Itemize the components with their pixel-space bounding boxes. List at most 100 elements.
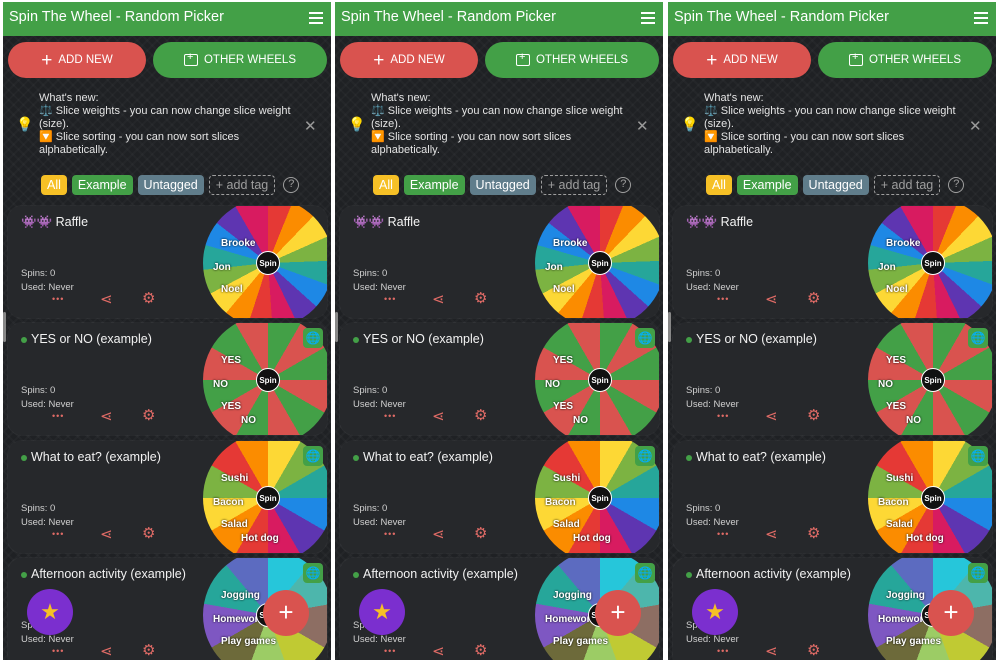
spin-button[interactable]: Spin xyxy=(921,486,945,510)
help-icon[interactable]: ? xyxy=(283,177,300,193)
add-new-button[interactable]: + ADD NEW xyxy=(8,42,146,78)
add-new-button[interactable]: + ADD NEW xyxy=(340,42,478,78)
add-tag-button[interactable]: + add tag xyxy=(873,175,941,195)
add-tag-button[interactable]: + add tag xyxy=(540,175,608,195)
other-wheels-button[interactable]: OTHER WHEELS xyxy=(818,42,992,78)
wheel-card[interactable]: YES or NO (example) Spins: 0 Used: Never ••… xyxy=(673,323,992,435)
help-icon[interactable]: ? xyxy=(948,177,965,193)
hamburger-icon[interactable] xyxy=(641,12,655,24)
spin-button[interactable]: Spin xyxy=(588,251,612,275)
help-icon[interactable]: ? xyxy=(615,177,632,193)
globe-icon[interactable]: 🌐 xyxy=(968,328,988,348)
spin-button[interactable]: Spin xyxy=(256,251,280,275)
more-icon[interactable]: ••• xyxy=(52,294,65,304)
globe-icon[interactable]: 🌐 xyxy=(303,328,323,348)
more-icon[interactable]: ••• xyxy=(52,411,65,421)
gear-icon[interactable]: ⚙ xyxy=(142,407,156,424)
wheel-preview[interactable]: YES NO YES NO Spin xyxy=(535,323,659,435)
globe-icon[interactable]: 🌐 xyxy=(303,446,323,466)
wheel-preview[interactable]: Brooke Jon Noel Spin xyxy=(868,206,992,318)
wheel-card[interactable]: 👾👾 Raffle Spins: 0 Used: Never ••• ⋖ ⚙ Brooke J… xyxy=(8,206,327,318)
more-icon[interactable]: ••• xyxy=(384,646,397,656)
wheel-card[interactable]: What to eat? (example) Spins: 0 Used: Neve… xyxy=(673,441,992,553)
favorite-fab[interactable]: ★ xyxy=(359,589,405,635)
wheel-card[interactable]: YES or NO (example) Spins: 0 Used: Never ••… xyxy=(340,323,659,435)
hamburger-icon[interactable] xyxy=(309,12,323,24)
add-tag-button[interactable]: + add tag xyxy=(208,175,276,195)
wheel-card[interactable]: YES or NO (example) Spins: 0 Used: Never ••… xyxy=(8,323,327,435)
share-icon[interactable]: ⋖ xyxy=(432,526,445,543)
tag-all[interactable]: All xyxy=(373,175,399,195)
tag-all[interactable]: All xyxy=(41,175,67,195)
share-icon[interactable]: ⋖ xyxy=(432,643,445,660)
spin-button[interactable]: Spin xyxy=(921,251,945,275)
globe-icon[interactable]: 🌐 xyxy=(635,328,655,348)
gear-icon[interactable]: ⚙ xyxy=(474,642,488,659)
tag-all[interactable]: All xyxy=(706,175,732,195)
create-wheel-fab[interactable]: + xyxy=(928,590,974,636)
globe-icon[interactable]: 🌐 xyxy=(968,563,988,583)
share-icon[interactable]: ⋖ xyxy=(432,408,445,425)
gear-icon[interactable]: ⚙ xyxy=(807,642,821,659)
more-icon[interactable]: ••• xyxy=(384,411,397,421)
gear-icon[interactable]: ⚙ xyxy=(142,642,156,659)
favorite-fab[interactable]: ★ xyxy=(692,589,738,635)
globe-icon[interactable]: 🌐 xyxy=(968,446,988,466)
globe-icon[interactable]: 🌐 xyxy=(635,563,655,583)
tag-example[interactable]: Example xyxy=(403,175,465,195)
spin-button[interactable]: Spin xyxy=(256,486,280,510)
scroll-indicator[interactable] xyxy=(668,312,671,342)
share-icon[interactable]: ⋖ xyxy=(100,526,113,543)
scroll-indicator[interactable] xyxy=(335,312,338,342)
gear-icon[interactable]: ⚙ xyxy=(807,407,821,424)
more-icon[interactable]: ••• xyxy=(52,529,65,539)
share-icon[interactable]: ⋖ xyxy=(765,408,778,425)
share-icon[interactable]: ⋖ xyxy=(765,526,778,543)
more-icon[interactable]: ••• xyxy=(717,646,730,656)
wheel-preview[interactable]: Brooke Jon Noel Spin xyxy=(535,206,659,318)
globe-icon[interactable]: 🌐 xyxy=(635,446,655,466)
more-icon[interactable]: ••• xyxy=(717,529,730,539)
gear-icon[interactable]: ⚙ xyxy=(807,525,821,542)
create-wheel-fab[interactable]: + xyxy=(263,590,309,636)
share-icon[interactable]: ⋖ xyxy=(765,291,778,308)
gear-icon[interactable]: ⚙ xyxy=(474,525,488,542)
wheel-card[interactable]: What to eat? (example) Spins: 0 Used: Neve… xyxy=(340,441,659,553)
share-icon[interactable]: ⋖ xyxy=(765,643,778,660)
globe-icon[interactable]: 🌐 xyxy=(303,563,323,583)
gear-icon[interactable]: ⚙ xyxy=(474,407,488,424)
share-icon[interactable]: ⋖ xyxy=(100,291,113,308)
wheel-preview[interactable]: Brooke Jon Noel Spin xyxy=(203,206,327,318)
wheel-card[interactable]: 👾👾 Raffle Spins: 0 Used: Never ••• ⋖ ⚙ Brooke J… xyxy=(673,206,992,318)
tag-untagged[interactable]: Untagged xyxy=(469,175,536,195)
hamburger-icon[interactable] xyxy=(974,12,988,24)
close-icon[interactable]: ✕ xyxy=(636,118,649,135)
more-icon[interactable]: ••• xyxy=(384,294,397,304)
share-icon[interactable]: ⋖ xyxy=(100,408,113,425)
other-wheels-button[interactable]: OTHER WHEELS xyxy=(485,42,659,78)
tag-untagged[interactable]: Untagged xyxy=(802,175,869,195)
spin-button[interactable]: Spin xyxy=(588,486,612,510)
wheel-card[interactable]: What to eat? (example) Spins: 0 Used: Neve… xyxy=(8,441,327,553)
tag-example[interactable]: Example xyxy=(736,175,798,195)
spin-button[interactable]: Spin xyxy=(588,368,612,392)
wheel-card[interactable]: 👾👾 Raffle Spins: 0 Used: Never ••• ⋖ ⚙ Brooke J… xyxy=(340,206,659,318)
more-icon[interactable]: ••• xyxy=(717,411,730,421)
more-icon[interactable]: ••• xyxy=(717,294,730,304)
more-icon[interactable]: ••• xyxy=(52,646,65,656)
gear-icon[interactable]: ⚙ xyxy=(142,290,156,307)
more-icon[interactable]: ••• xyxy=(384,529,397,539)
gear-icon[interactable]: ⚙ xyxy=(807,290,821,307)
scroll-indicator[interactable] xyxy=(3,312,6,342)
tag-untagged[interactable]: Untagged xyxy=(137,175,204,195)
close-icon[interactable]: ✕ xyxy=(304,118,317,135)
close-icon[interactable]: ✕ xyxy=(969,118,982,135)
favorite-fab[interactable]: ★ xyxy=(27,589,73,635)
gear-icon[interactable]: ⚙ xyxy=(142,525,156,542)
spin-button[interactable]: Spin xyxy=(921,368,945,392)
add-new-button[interactable]: + ADD NEW xyxy=(673,42,811,78)
tag-example[interactable]: Example xyxy=(71,175,133,195)
share-icon[interactable]: ⋖ xyxy=(432,291,445,308)
other-wheels-button[interactable]: OTHER WHEELS xyxy=(153,42,327,78)
gear-icon[interactable]: ⚙ xyxy=(474,290,488,307)
